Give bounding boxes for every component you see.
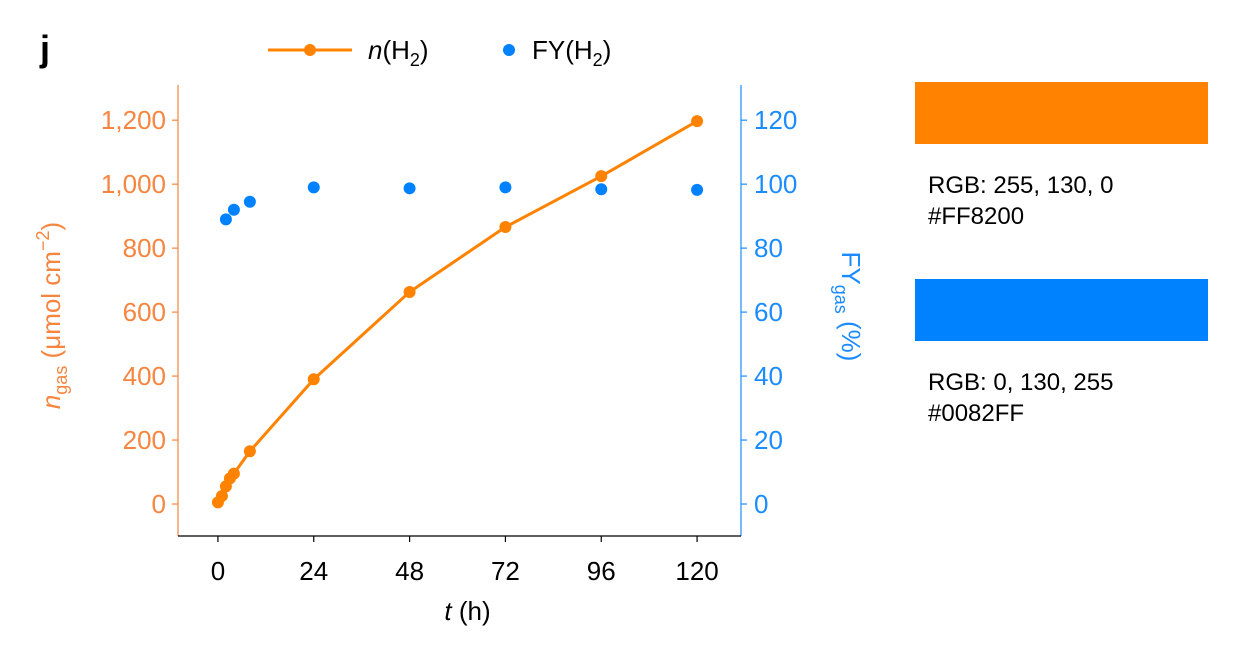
right-y-tick-label: 0 bbox=[754, 489, 768, 519]
left-y-tick-label: 400 bbox=[123, 361, 166, 391]
x-axis-label: t (h) bbox=[444, 596, 490, 626]
x-tick-label: 72 bbox=[491, 556, 520, 586]
legend-marker-n-h2 bbox=[304, 44, 316, 56]
n-h2-point-1 bbox=[215, 490, 228, 503]
x-tick-label: 24 bbox=[299, 556, 328, 586]
n-h2-point-4 bbox=[227, 467, 240, 480]
blue-rgb-text: RGB: 0, 130, 255 bbox=[928, 369, 1114, 396]
right-y-tick-label: 100 bbox=[754, 169, 797, 199]
left-y-tick-label: 1,200 bbox=[101, 105, 166, 135]
legend-marker-fy-h2 bbox=[503, 44, 515, 56]
fy-h2-point-6 bbox=[595, 183, 608, 196]
n-h2-point-10 bbox=[691, 115, 704, 128]
orange-swatch-caption: RGB: 255, 130, 0 #FF8200 bbox=[928, 170, 1113, 232]
left-y-tick-label: 800 bbox=[123, 233, 166, 263]
n-h2-point-6 bbox=[307, 373, 320, 386]
right-y-tick-label: 120 bbox=[754, 105, 797, 135]
x-tick-label: 0 bbox=[211, 556, 225, 586]
n-h2-point-5 bbox=[243, 445, 256, 458]
x-tick-label: 96 bbox=[587, 556, 616, 586]
fy-h2-point-0 bbox=[219, 213, 232, 226]
fy-h2-point-1 bbox=[227, 203, 240, 216]
blue-swatch-caption: RGB: 0, 130, 255 #0082FF bbox=[928, 367, 1113, 429]
fy-h2-point-3 bbox=[307, 181, 320, 194]
right-y-tick-label: 20 bbox=[754, 425, 783, 455]
left-y-tick-label: 0 bbox=[152, 489, 166, 519]
n-h2-point-8 bbox=[499, 221, 512, 234]
legend-label-fy-h2: FY(H2) bbox=[532, 35, 611, 70]
right-y-axis-label: FYgas (%) bbox=[831, 252, 866, 362]
x-tick-label: 120 bbox=[675, 556, 718, 586]
n-h2-point-7 bbox=[403, 285, 416, 298]
chart: 0 24 48 72 96 120 0 200 400 600 800 1,000 1,200 0 20 40… bbox=[33, 35, 866, 626]
right-y-tick-label: 80 bbox=[754, 233, 783, 263]
panel-label: j bbox=[40, 28, 51, 69]
blue-color-swatch bbox=[915, 279, 1208, 341]
x-tick-label: 48 bbox=[395, 556, 424, 586]
left-y-axis-label: ngas (μmol cm−2) bbox=[33, 222, 71, 409]
fy-h2-point-4 bbox=[403, 182, 416, 195]
left-y-tick-label: 200 bbox=[123, 425, 166, 455]
n-h2-point-9 bbox=[595, 170, 608, 183]
orange-color-swatch bbox=[915, 82, 1208, 144]
fy-h2-point-2 bbox=[243, 195, 256, 208]
left-y-tick-label: 600 bbox=[123, 297, 166, 327]
legend-label-n-h2: n(H2) bbox=[368, 35, 429, 70]
blue-hex-text: #0082FF bbox=[928, 400, 1025, 427]
right-y-tick-label: 60 bbox=[754, 297, 783, 327]
left-y-tick-label: 1,000 bbox=[101, 169, 166, 199]
orange-rgb-text: RGB: 255, 130, 0 bbox=[928, 172, 1114, 199]
right-y-tick-label: 40 bbox=[754, 361, 783, 391]
fy-h2-point-5 bbox=[499, 181, 512, 194]
orange-hex-text: #FF8200 bbox=[928, 203, 1025, 230]
fy-h2-point-7 bbox=[691, 183, 704, 196]
series-line-n-h2 bbox=[216, 119, 698, 504]
